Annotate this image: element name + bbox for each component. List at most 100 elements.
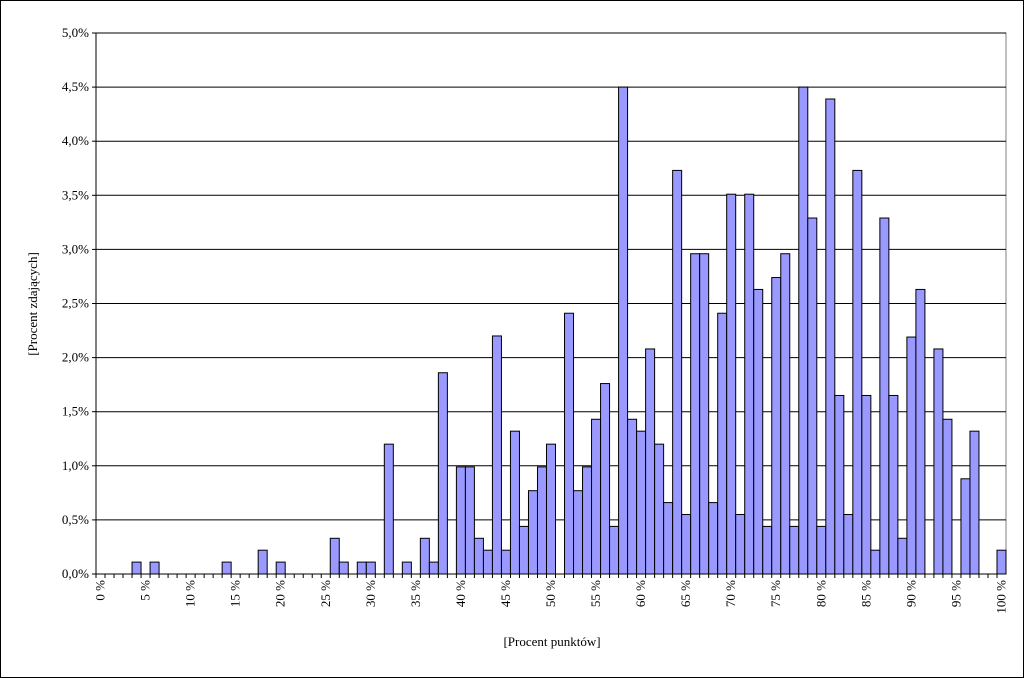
bar — [672, 169, 683, 575]
bar — [428, 561, 439, 575]
x-tick-label: 65 % — [678, 580, 693, 607]
x-tick-label: 25 % — [318, 580, 333, 607]
bar — [906, 336, 917, 575]
bar — [509, 430, 520, 575]
y-tick-label: 2,5% — [62, 296, 89, 311]
x-tick-label: 35 % — [408, 580, 423, 607]
bar — [915, 288, 926, 575]
bar — [518, 525, 529, 575]
bar — [591, 418, 602, 575]
x-tick-label: 75 % — [768, 580, 783, 607]
x-tick-label: 70 % — [723, 580, 738, 607]
y-tick-label: 1,0% — [62, 458, 89, 473]
x-tick-label: 30 % — [363, 580, 378, 607]
bar — [825, 98, 836, 575]
x-tick-label: 50 % — [543, 580, 558, 607]
bar — [645, 348, 656, 575]
bar — [852, 169, 863, 575]
bar — [870, 549, 881, 575]
y-tick-label: 0,0% — [62, 566, 89, 581]
bar — [500, 549, 511, 575]
bar — [843, 513, 854, 575]
bar — [491, 335, 502, 575]
y-tick-label: 4,5% — [62, 79, 89, 94]
bar — [329, 537, 340, 575]
x-tick-label: 100 % — [993, 580, 1008, 614]
x-tick-label: 40 % — [453, 580, 468, 607]
bar — [437, 372, 448, 575]
bar — [401, 561, 412, 575]
bar — [996, 549, 1007, 575]
x-tick-label: 55 % — [588, 580, 603, 607]
bar — [789, 525, 800, 575]
bar — [609, 525, 620, 575]
bar — [933, 348, 944, 575]
y-tick-label: 1,5% — [62, 404, 89, 419]
y-tick-label: 0,5% — [62, 512, 89, 527]
bar — [807, 217, 818, 575]
bar — [879, 217, 890, 575]
bar — [221, 561, 232, 575]
bar — [464, 466, 475, 575]
bar — [636, 430, 647, 575]
y-tick-label: 2,0% — [62, 350, 89, 365]
bar — [726, 193, 737, 575]
bar — [573, 490, 584, 575]
bar — [564, 312, 575, 575]
x-tick-label: 5 % — [138, 580, 153, 601]
bar — [257, 549, 268, 575]
bar — [897, 537, 908, 575]
x-tick-label: 95 % — [948, 580, 963, 607]
bar — [942, 418, 953, 575]
bar — [600, 383, 611, 575]
bar — [582, 466, 593, 575]
bar — [753, 288, 764, 575]
bar — [816, 525, 827, 575]
x-tick-label: 80 % — [813, 580, 828, 607]
bar — [654, 443, 665, 575]
bar — [735, 513, 746, 575]
y-tick-label: 3,5% — [62, 187, 89, 202]
bar — [482, 549, 493, 575]
bar — [699, 253, 710, 575]
x-tick-label: 45 % — [498, 580, 513, 607]
bar — [545, 443, 557, 575]
bar — [338, 561, 349, 575]
x-tick-label: 90 % — [903, 580, 918, 607]
bar — [473, 537, 484, 575]
bar — [681, 513, 692, 575]
x-tick-label: 15 % — [228, 580, 243, 607]
y-tick-label: 3,0% — [62, 241, 89, 256]
bar — [383, 443, 394, 575]
bar — [744, 193, 755, 575]
y-tick-label: 5,0% — [62, 25, 89, 40]
bar — [771, 277, 782, 575]
x-tick-label: 20 % — [273, 580, 288, 607]
bar — [663, 502, 674, 575]
bar — [717, 312, 728, 575]
bar — [356, 561, 367, 575]
bar — [627, 418, 638, 575]
bar — [888, 394, 899, 575]
bar — [618, 86, 629, 575]
bar — [527, 490, 538, 575]
bar — [536, 466, 547, 575]
bar — [690, 253, 701, 575]
bar — [762, 525, 773, 575]
bar — [131, 561, 142, 575]
bar — [798, 86, 809, 575]
bar — [960, 478, 971, 575]
bar — [149, 561, 160, 575]
x-tick-label: 10 % — [183, 580, 198, 607]
y-axis-label: [Procent zdających] — [25, 252, 40, 356]
x-tick-label: 0 % — [93, 580, 108, 601]
bar — [455, 466, 466, 575]
bar — [365, 561, 376, 575]
bar — [834, 394, 845, 575]
bar — [275, 561, 286, 575]
bar — [419, 537, 430, 575]
bar — [969, 430, 980, 575]
x-tick-label: 60 % — [633, 580, 648, 607]
bar — [861, 394, 872, 575]
